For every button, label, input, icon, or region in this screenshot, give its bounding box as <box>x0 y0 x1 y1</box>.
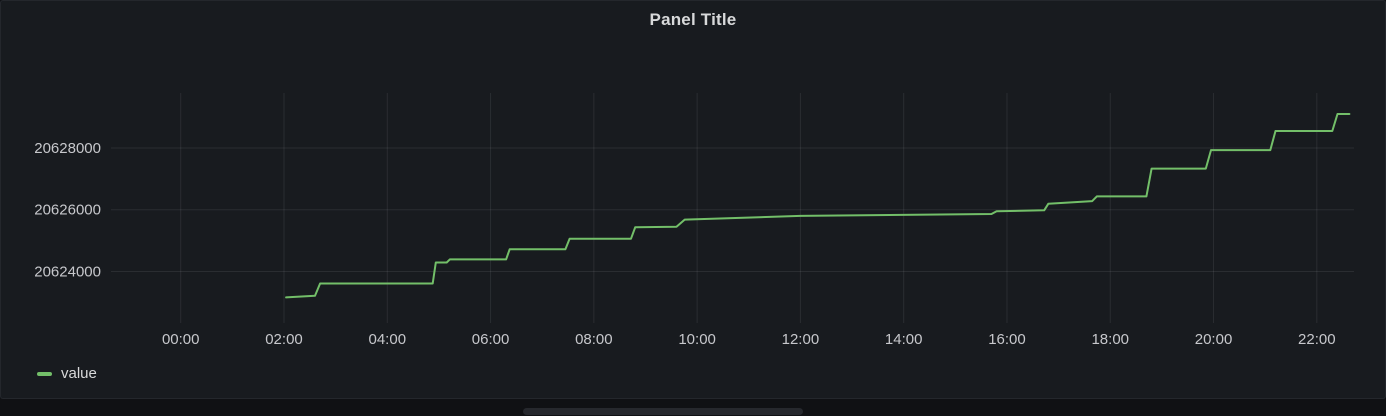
x-axis-tick-label: 06:00 <box>472 331 510 348</box>
horizontal-scrollbar[interactable] <box>0 399 1386 416</box>
x-axis-tick-label: 04:00 <box>369 331 407 348</box>
x-axis-tick-label: 18:00 <box>1091 331 1129 348</box>
legend-swatch-icon <box>37 371 52 376</box>
scrollbar-thumb[interactable] <box>523 408 803 415</box>
x-axis-tick-label: 16:00 <box>988 331 1026 348</box>
time-series-panel: Panel Title 20624000 20626000 20628000 00:0… <box>0 0 1386 399</box>
y-axis-tick-label: 20626000 <box>34 202 101 219</box>
x-axis-tick-label: 12:00 <box>782 331 820 348</box>
chart-plot-area[interactable]: 20624000 20626000 20628000 00:00 02:00 04:00 0… <box>1 1 1386 400</box>
panel-header[interactable]: Panel Title <box>1 1 1385 39</box>
legend-item-value[interactable]: value <box>37 365 97 382</box>
x-axis-tick-label: 20:00 <box>1195 331 1233 348</box>
panel-title[interactable]: Panel Title <box>649 10 737 29</box>
legend: value <box>37 365 97 382</box>
legend-label: value <box>61 365 97 382</box>
x-axis-tick-label: 10:00 <box>678 331 716 348</box>
x-axis-tick-label: 22:00 <box>1298 331 1336 348</box>
x-axis-tick-label: 08:00 <box>575 331 613 348</box>
y-axis-tick-label: 20624000 <box>34 263 101 280</box>
x-axis-tick-label: 02:00 <box>265 331 303 348</box>
y-axis-tick-label: 20628000 <box>34 140 101 157</box>
x-axis-tick-label: 14:00 <box>885 331 923 348</box>
series-line-value <box>285 113 1351 299</box>
x-axis-tick-label: 00:00 <box>162 331 200 348</box>
